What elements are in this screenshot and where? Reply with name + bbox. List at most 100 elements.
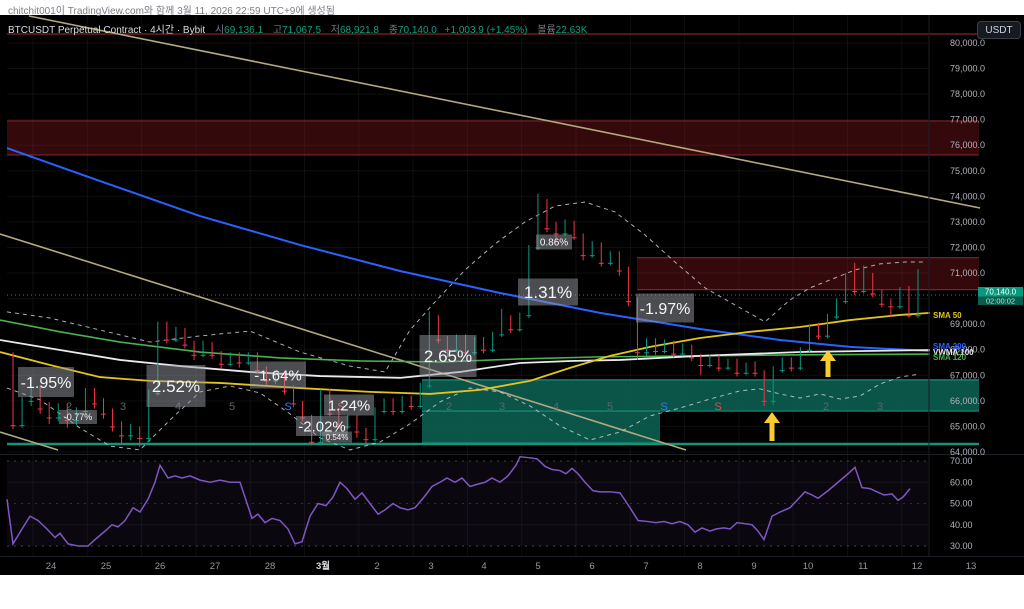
close-label: 종 — [388, 25, 398, 36]
candle-body — [363, 439, 369, 441]
rsi-axis-label: 50.00 — [950, 499, 973, 509]
price-axis-label: 65,000.0 — [950, 421, 985, 431]
up-arrow-marker[interactable] — [764, 412, 780, 441]
time-axis[interactable]: 24 25 26 27 28 3월 2 3 4 5 6 7 8 9 10 11 12 13 — [46, 560, 977, 572]
currency-toggle-button[interactable]: USDT — [977, 21, 1021, 39]
rsi-axis-label: 40.00 — [950, 520, 973, 530]
day-label: 3 — [499, 401, 505, 413]
candle-body — [119, 435, 125, 437]
ma-name-label: VWMA 100 — [933, 348, 974, 357]
percent-label-text: 0.54% — [326, 433, 349, 442]
price-axis-label: 80,000.0 — [950, 38, 985, 48]
rsi-band-fill — [7, 461, 928, 546]
candle-body — [806, 349, 812, 351]
resistance-zone-right[interactable] — [637, 257, 979, 290]
countdown-badge — [978, 296, 1023, 305]
candle-body — [734, 372, 740, 374]
price-axis-label: 74,000.0 — [950, 191, 985, 201]
time-axis-label: 3 — [428, 561, 433, 572]
candle-body — [390, 411, 396, 413]
percent-label-box[interactable] — [296, 416, 348, 436]
candle-body — [91, 403, 97, 405]
candle-body — [825, 335, 830, 337]
time-axis-label: 11 — [858, 561, 868, 572]
percent-label-box[interactable] — [419, 335, 477, 377]
candle-body — [481, 349, 487, 351]
candle-body — [562, 233, 568, 235]
trendline[interactable] — [0, 431, 59, 451]
low-value: 68,921.8 — [340, 25, 379, 36]
candle-body — [164, 339, 170, 341]
percent-label-box[interactable] — [536, 234, 572, 250]
volume-label: 볼륨 — [537, 25, 556, 36]
percent-label-text: -1.64% — [254, 367, 302, 384]
candle-body — [227, 363, 233, 365]
trendline[interactable] — [0, 233, 687, 451]
support-zone-deep[interactable] — [422, 411, 660, 444]
percent-label-box[interactable] — [518, 278, 578, 306]
candlestick-series — [10, 193, 921, 447]
percent-label-box[interactable] — [636, 293, 694, 323]
day-label: 5 — [229, 401, 235, 413]
candle-body — [571, 237, 577, 239]
resistance-zone-upper[interactable] — [7, 120, 979, 155]
candle-body — [888, 306, 894, 308]
candle-body — [282, 390, 287, 392]
percent-label-box[interactable] — [322, 431, 352, 443]
price-axis-label: 75,000.0 — [950, 166, 985, 176]
percent-label-box[interactable] — [324, 394, 374, 416]
candle-body — [779, 370, 785, 372]
time-axis-label: 27 — [210, 561, 221, 572]
time-axis-label: 13 — [966, 561, 977, 572]
candle-body — [101, 413, 106, 415]
candle-body — [616, 270, 622, 272]
percent-label-box[interactable] — [250, 361, 306, 389]
candle-body — [309, 441, 315, 443]
candle-body — [544, 228, 550, 230]
candle-body — [37, 408, 43, 410]
price-axis[interactable]: 80,000.0 79,000.0 78,000.0 77,000.0 76,000.0… — [950, 38, 985, 551]
candle-body — [843, 301, 849, 303]
candle-body — [46, 417, 52, 419]
candle-body — [354, 431, 360, 433]
percent-label-text: 1.24% — [328, 397, 371, 414]
up-arrow-marker[interactable] — [820, 350, 836, 377]
percent-label-text: -1.97% — [640, 301, 691, 318]
day-label: 3 — [120, 401, 126, 413]
candle-body — [128, 435, 134, 437]
time-axis-label: 10 — [803, 561, 814, 572]
candle-body — [906, 315, 912, 317]
ma-name-label: SMA 200 — [933, 342, 967, 351]
percent-label-text: 0.86% — [540, 238, 568, 249]
candle-body — [191, 354, 197, 356]
candle-body — [797, 367, 803, 369]
price-axis-label: 79,000.0 — [950, 64, 985, 74]
percent-label-text: 2.52% — [152, 377, 200, 396]
rsi-axis-label: 60.00 — [950, 477, 973, 487]
day-label: 2 — [66, 401, 72, 413]
candle-body — [689, 357, 695, 359]
candle-body — [598, 262, 604, 264]
candle-body — [55, 417, 61, 419]
candle-body — [218, 363, 224, 365]
trendline[interactable] — [28, 15, 981, 209]
last-price-badge-top — [978, 287, 1023, 297]
candle-body — [318, 441, 324, 443]
day-label: 3 — [877, 401, 883, 413]
price-axis-label: 67,000.0 — [950, 370, 985, 380]
candle-body — [716, 367, 722, 369]
ma-name-label: SMA 50 — [933, 311, 962, 320]
last-price-value: 70,140.0 — [985, 288, 1017, 297]
time-axis-label: 28 — [265, 561, 276, 572]
time-axis-label: 26 — [155, 561, 166, 572]
candle-body — [381, 411, 387, 413]
percent-label-box[interactable] — [146, 365, 206, 407]
percent-label-box[interactable] — [18, 367, 74, 397]
percent-label-text: 1.31% — [524, 283, 572, 302]
price-axis-label: 77,000.0 — [950, 115, 985, 125]
percent-label-box[interactable] — [59, 410, 97, 424]
candle-body — [245, 362, 251, 364]
candle-body — [182, 344, 188, 346]
